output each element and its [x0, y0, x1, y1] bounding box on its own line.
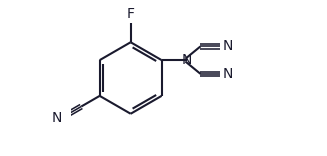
- Text: N: N: [181, 53, 192, 67]
- Text: F: F: [127, 7, 135, 21]
- Text: N: N: [223, 67, 233, 81]
- Text: N: N: [52, 110, 62, 124]
- Text: N: N: [223, 39, 233, 54]
